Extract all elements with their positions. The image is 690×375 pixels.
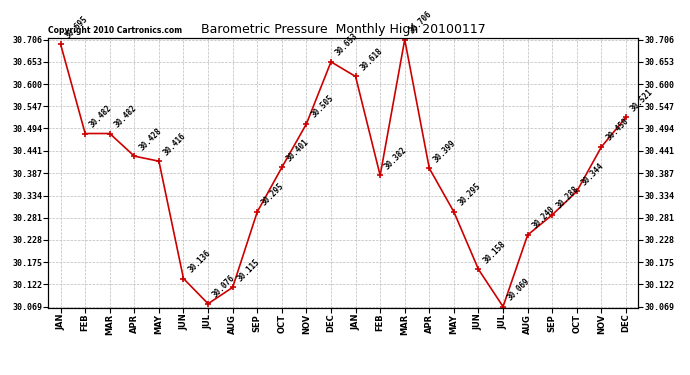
Text: 30.618: 30.618 <box>358 46 384 72</box>
Text: 30.158: 30.158 <box>481 239 507 265</box>
Title: Barometric Pressure  Monthly High 20100117: Barometric Pressure Monthly High 2010011… <box>201 23 486 36</box>
Text: 30.344: 30.344 <box>580 161 606 187</box>
Text: 30.653: 30.653 <box>334 32 359 58</box>
Text: 30.295: 30.295 <box>260 182 286 208</box>
Text: 30.482: 30.482 <box>88 104 114 129</box>
Text: 30.428: 30.428 <box>137 126 163 152</box>
Text: 30.295: 30.295 <box>457 182 482 208</box>
Text: 30.706: 30.706 <box>408 9 433 35</box>
Text: Copyright 2010 Cartronics.com: Copyright 2010 Cartronics.com <box>48 26 182 35</box>
Text: 30.401: 30.401 <box>284 137 310 163</box>
Text: 30.069: 30.069 <box>506 276 532 303</box>
Text: 30.521: 30.521 <box>629 87 655 113</box>
Text: 30.482: 30.482 <box>112 104 139 129</box>
Text: 30.240: 30.240 <box>531 205 556 231</box>
Text: 30.399: 30.399 <box>432 138 458 164</box>
Text: 30.288: 30.288 <box>555 185 581 211</box>
Text: 30.136: 30.136 <box>186 248 213 274</box>
Text: 30.416: 30.416 <box>161 131 188 157</box>
Text: 30.695: 30.695 <box>63 14 89 40</box>
Text: 30.382: 30.382 <box>383 145 409 171</box>
Text: 30.115: 30.115 <box>235 257 262 283</box>
Text: 30.076: 30.076 <box>211 274 237 300</box>
Text: 30.450: 30.450 <box>604 117 630 143</box>
Text: 30.505: 30.505 <box>309 94 335 120</box>
